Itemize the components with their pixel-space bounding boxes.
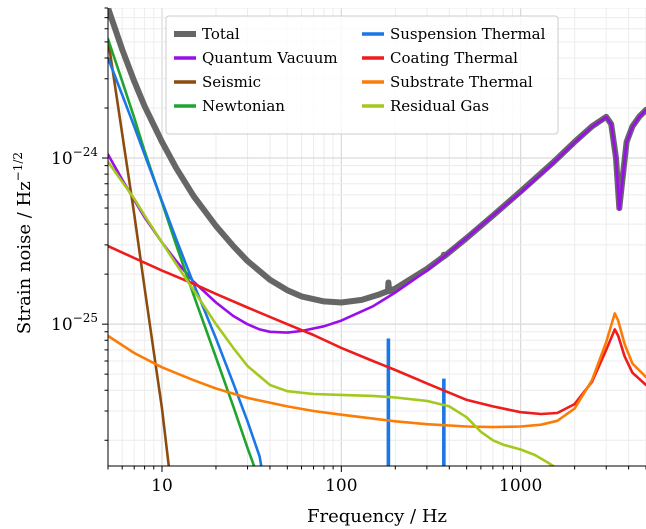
legend-label-residual-gas: Residual Gas [390, 97, 489, 115]
series-line-suspension-thermal [108, 56, 263, 466]
legend-label-quantum-vacuum: Quantum Vacuum [202, 49, 338, 67]
legend-label-total: Total [202, 25, 240, 43]
series-line-substrate-thermal [108, 312, 646, 429]
series-line-coating-thermal [108, 244, 646, 416]
legend-label-seismic: Seismic [202, 73, 261, 91]
series-line-seismic [108, 37, 171, 466]
y-axis-title-text: Strain noise / Hz [14, 181, 35, 334]
legend-label-suspension-thermal: Suspension Thermal [390, 25, 546, 43]
x-tick-label: 1000 [499, 476, 542, 496]
y-tick-label-exponent: −24 [73, 145, 99, 159]
y-tick-label-base: 10 [51, 149, 73, 169]
series-line-residual-gas [108, 160, 556, 466]
legend-label-newtonian: Newtonian [202, 97, 285, 115]
x-axis-title: Frequency / Hz [307, 506, 447, 527]
legend-box [165, 15, 559, 135]
y-tick-label-base: 10 [51, 315, 73, 335]
x-tick-label: 100 [325, 476, 357, 496]
legend-label-substrate-thermal: Substrate Thermal [390, 73, 533, 91]
series-layer [108, 8, 646, 466]
series-line-newtonian [108, 37, 256, 466]
y-tick-label: 10−24 [51, 145, 98, 169]
y-tick-label: 10−25 [51, 311, 98, 335]
legend: Total Quantum Vacuum Seismic Newtonian Suspe… [165, 15, 559, 135]
legend-label-coating-thermal: Coating Thermal [390, 49, 518, 67]
y-axis-title-exponent: −1/2 [11, 152, 25, 181]
y-tick-label-exponent: −25 [73, 311, 98, 325]
y-axis-title: Strain noise / Hz−1/2 [11, 152, 35, 334]
x-tick-label: 10 [151, 476, 173, 496]
